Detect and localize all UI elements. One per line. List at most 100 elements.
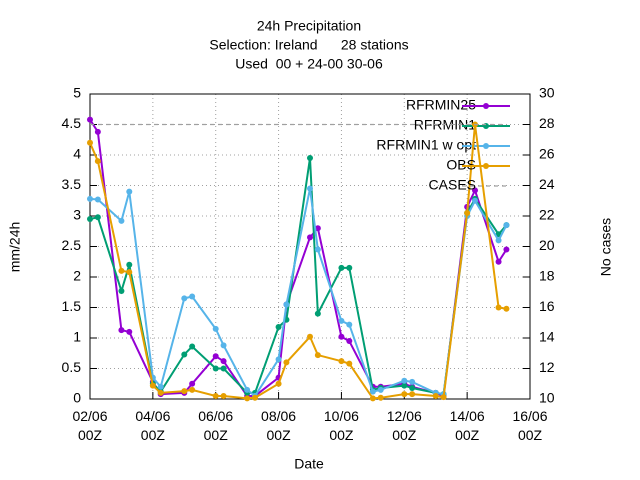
data-point: [472, 187, 478, 194]
x-axis-label: Date: [294, 456, 324, 472]
y-tick-label: 0: [73, 390, 81, 406]
x-tick-label: 12/06 00Z: [387, 408, 422, 443]
data-point: [495, 258, 502, 265]
x-tick-label: 10/06 00Z: [324, 408, 359, 443]
legend-marker: [483, 163, 489, 169]
x-tick-label: 14/06 00Z: [450, 408, 485, 443]
data-point: [307, 234, 313, 241]
data-point: [369, 395, 376, 402]
y2-tick-label: 28: [539, 115, 555, 131]
data-point: [157, 383, 164, 390]
data-point: [377, 386, 384, 393]
data-point: [149, 382, 156, 389]
legend-label: RFRMIN25: [406, 97, 476, 113]
data-point: [126, 328, 133, 335]
data-point: [181, 295, 188, 302]
legend-label: CASES: [429, 177, 476, 193]
data-point: [94, 158, 101, 165]
y-tick-label: 2.5: [62, 237, 82, 253]
data-point: [338, 264, 345, 271]
data-point: [314, 225, 321, 232]
y-tick-label: 4: [73, 146, 81, 162]
data-point: [244, 386, 251, 393]
y-tick-label: 0.5: [62, 359, 82, 375]
data-point: [338, 333, 345, 340]
data-point: [94, 196, 101, 203]
data-point: [87, 139, 93, 146]
series-line: [89, 124, 507, 400]
data-point: [118, 267, 125, 274]
data-point: [432, 392, 439, 399]
data-point: [409, 385, 416, 392]
data-point: [189, 380, 196, 387]
data-point: [252, 394, 258, 401]
data-point: [346, 360, 353, 367]
y2-axis-label: No cases: [598, 218, 614, 276]
y-tick-label: 2: [73, 268, 81, 284]
y2-tick-label: 12: [539, 359, 555, 375]
data-point: [401, 391, 408, 398]
y2-tick-label: 10: [539, 390, 555, 406]
x-tick-label: 08/06 00Z: [261, 408, 296, 443]
data-point: [118, 327, 125, 334]
data-point: [87, 216, 93, 223]
data-point: [244, 395, 251, 402]
data-point: [126, 188, 133, 195]
y2-tick-label: 18: [539, 268, 555, 284]
y-axis-label: mm/24h: [7, 222, 23, 273]
data-point: [409, 391, 416, 398]
data-point: [440, 394, 447, 401]
data-point: [307, 185, 313, 192]
chart-subtitle: Selection: Ireland 28 stations: [209, 37, 408, 53]
data-point: [472, 197, 478, 204]
data-point: [94, 214, 101, 221]
data-point: [275, 324, 282, 331]
data-point: [307, 333, 313, 340]
data-point: [94, 128, 101, 135]
chart-title: 24h Precipitation: [257, 18, 361, 34]
y2-tick-label: 30: [539, 85, 555, 101]
x-tick-label: 04/06 00Z: [135, 408, 170, 443]
data-point: [401, 382, 408, 389]
data-point: [189, 293, 196, 300]
y2-tick-label: 22: [539, 207, 555, 223]
legend-label: RFRMIN1 w opt: [376, 137, 476, 153]
data-point: [181, 351, 188, 358]
data-point: [157, 389, 164, 396]
data-point: [503, 305, 510, 312]
data-point: [401, 377, 408, 384]
data-point: [307, 155, 313, 162]
data-point: [275, 356, 282, 363]
data-point: [338, 358, 345, 365]
data-point: [126, 269, 133, 276]
data-point: [377, 394, 384, 401]
x-tick-label: 02/06 00Z: [72, 408, 107, 443]
legend-marker: [483, 103, 489, 109]
data-point: [212, 392, 219, 399]
data-point: [338, 317, 345, 324]
data-point: [464, 209, 471, 216]
data-point: [283, 301, 290, 308]
data-point: [126, 261, 133, 268]
data-point: [495, 304, 502, 311]
chart-subtitle: Used 00 + 24-00 30-06: [235, 56, 383, 72]
y2-tick-label: 26: [539, 146, 555, 162]
data-point: [495, 237, 502, 244]
data-point: [314, 352, 321, 359]
data-point: [118, 288, 125, 295]
data-point: [212, 325, 219, 332]
y-tick-label: 3.5: [62, 176, 82, 192]
data-point: [118, 217, 125, 224]
y-tick-label: 1.5: [62, 298, 82, 314]
data-point: [181, 388, 188, 395]
x-tick-label: 06/06 00Z: [198, 408, 233, 443]
plot-frame: [89, 93, 531, 400]
y2-tick-label: 14: [539, 329, 555, 345]
data-point: [503, 222, 510, 229]
data-point: [283, 359, 290, 366]
data-point: [212, 353, 219, 360]
data-point: [346, 338, 353, 345]
data-point: [314, 310, 321, 317]
data-point: [346, 321, 353, 328]
